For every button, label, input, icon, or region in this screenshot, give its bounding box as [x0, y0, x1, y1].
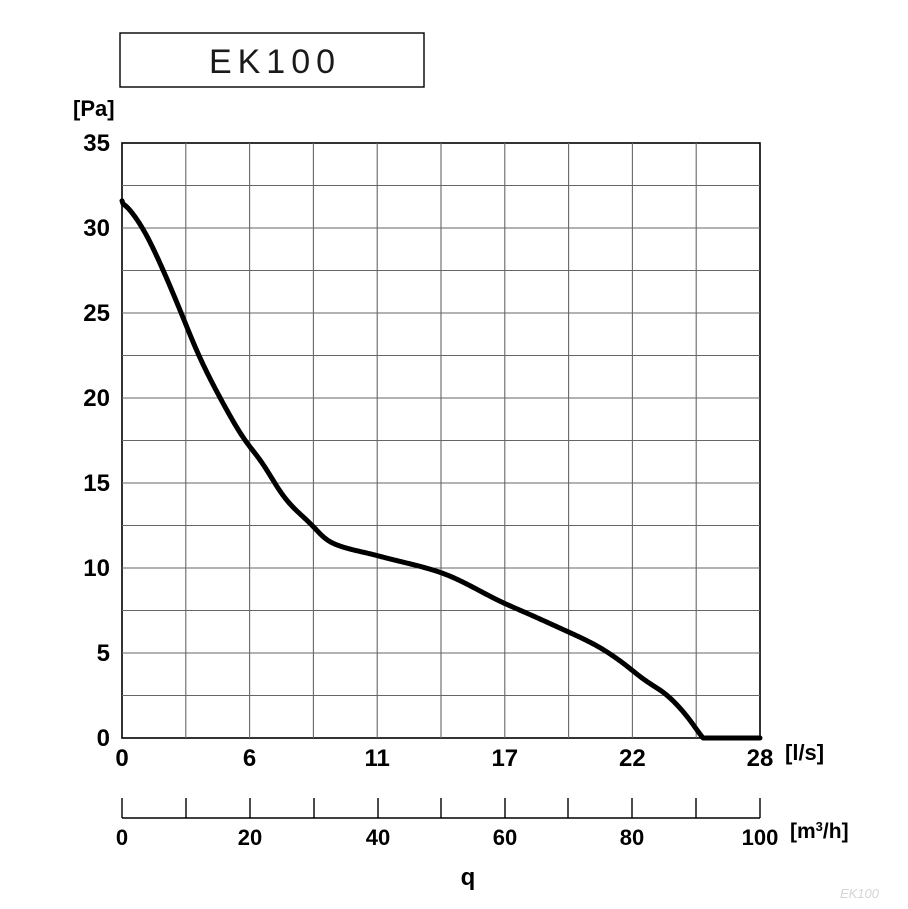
svg-text:25: 25	[83, 300, 110, 327]
svg-text:80: 80	[620, 825, 644, 850]
svg-text:q: q	[461, 864, 476, 891]
svg-text:20: 20	[83, 385, 110, 412]
svg-text:30: 30	[83, 215, 110, 242]
svg-text:20: 20	[238, 825, 262, 850]
svg-text:[l/s]: [l/s]	[785, 740, 824, 765]
svg-text:22: 22	[619, 745, 646, 772]
svg-text:5: 5	[97, 640, 110, 667]
svg-text:0: 0	[97, 725, 110, 752]
svg-text:EK100: EK100	[840, 886, 880, 901]
svg-text:0: 0	[116, 825, 128, 850]
svg-text:100: 100	[742, 825, 779, 850]
svg-text:60: 60	[493, 825, 517, 850]
svg-text:17: 17	[491, 745, 518, 772]
svg-text:40: 40	[366, 825, 390, 850]
svg-text:15: 15	[83, 470, 110, 497]
svg-text:EK100: EK100	[209, 43, 341, 81]
svg-text:28: 28	[747, 745, 774, 772]
svg-text:10: 10	[83, 555, 110, 582]
svg-text:[Pa]: [Pa]	[73, 96, 115, 121]
svg-text:0: 0	[115, 745, 128, 772]
svg-text:35: 35	[83, 130, 110, 157]
svg-text:11: 11	[365, 745, 390, 772]
svg-text:[m3/h]: [m3/h]	[790, 819, 849, 844]
svg-text:6: 6	[243, 745, 256, 772]
